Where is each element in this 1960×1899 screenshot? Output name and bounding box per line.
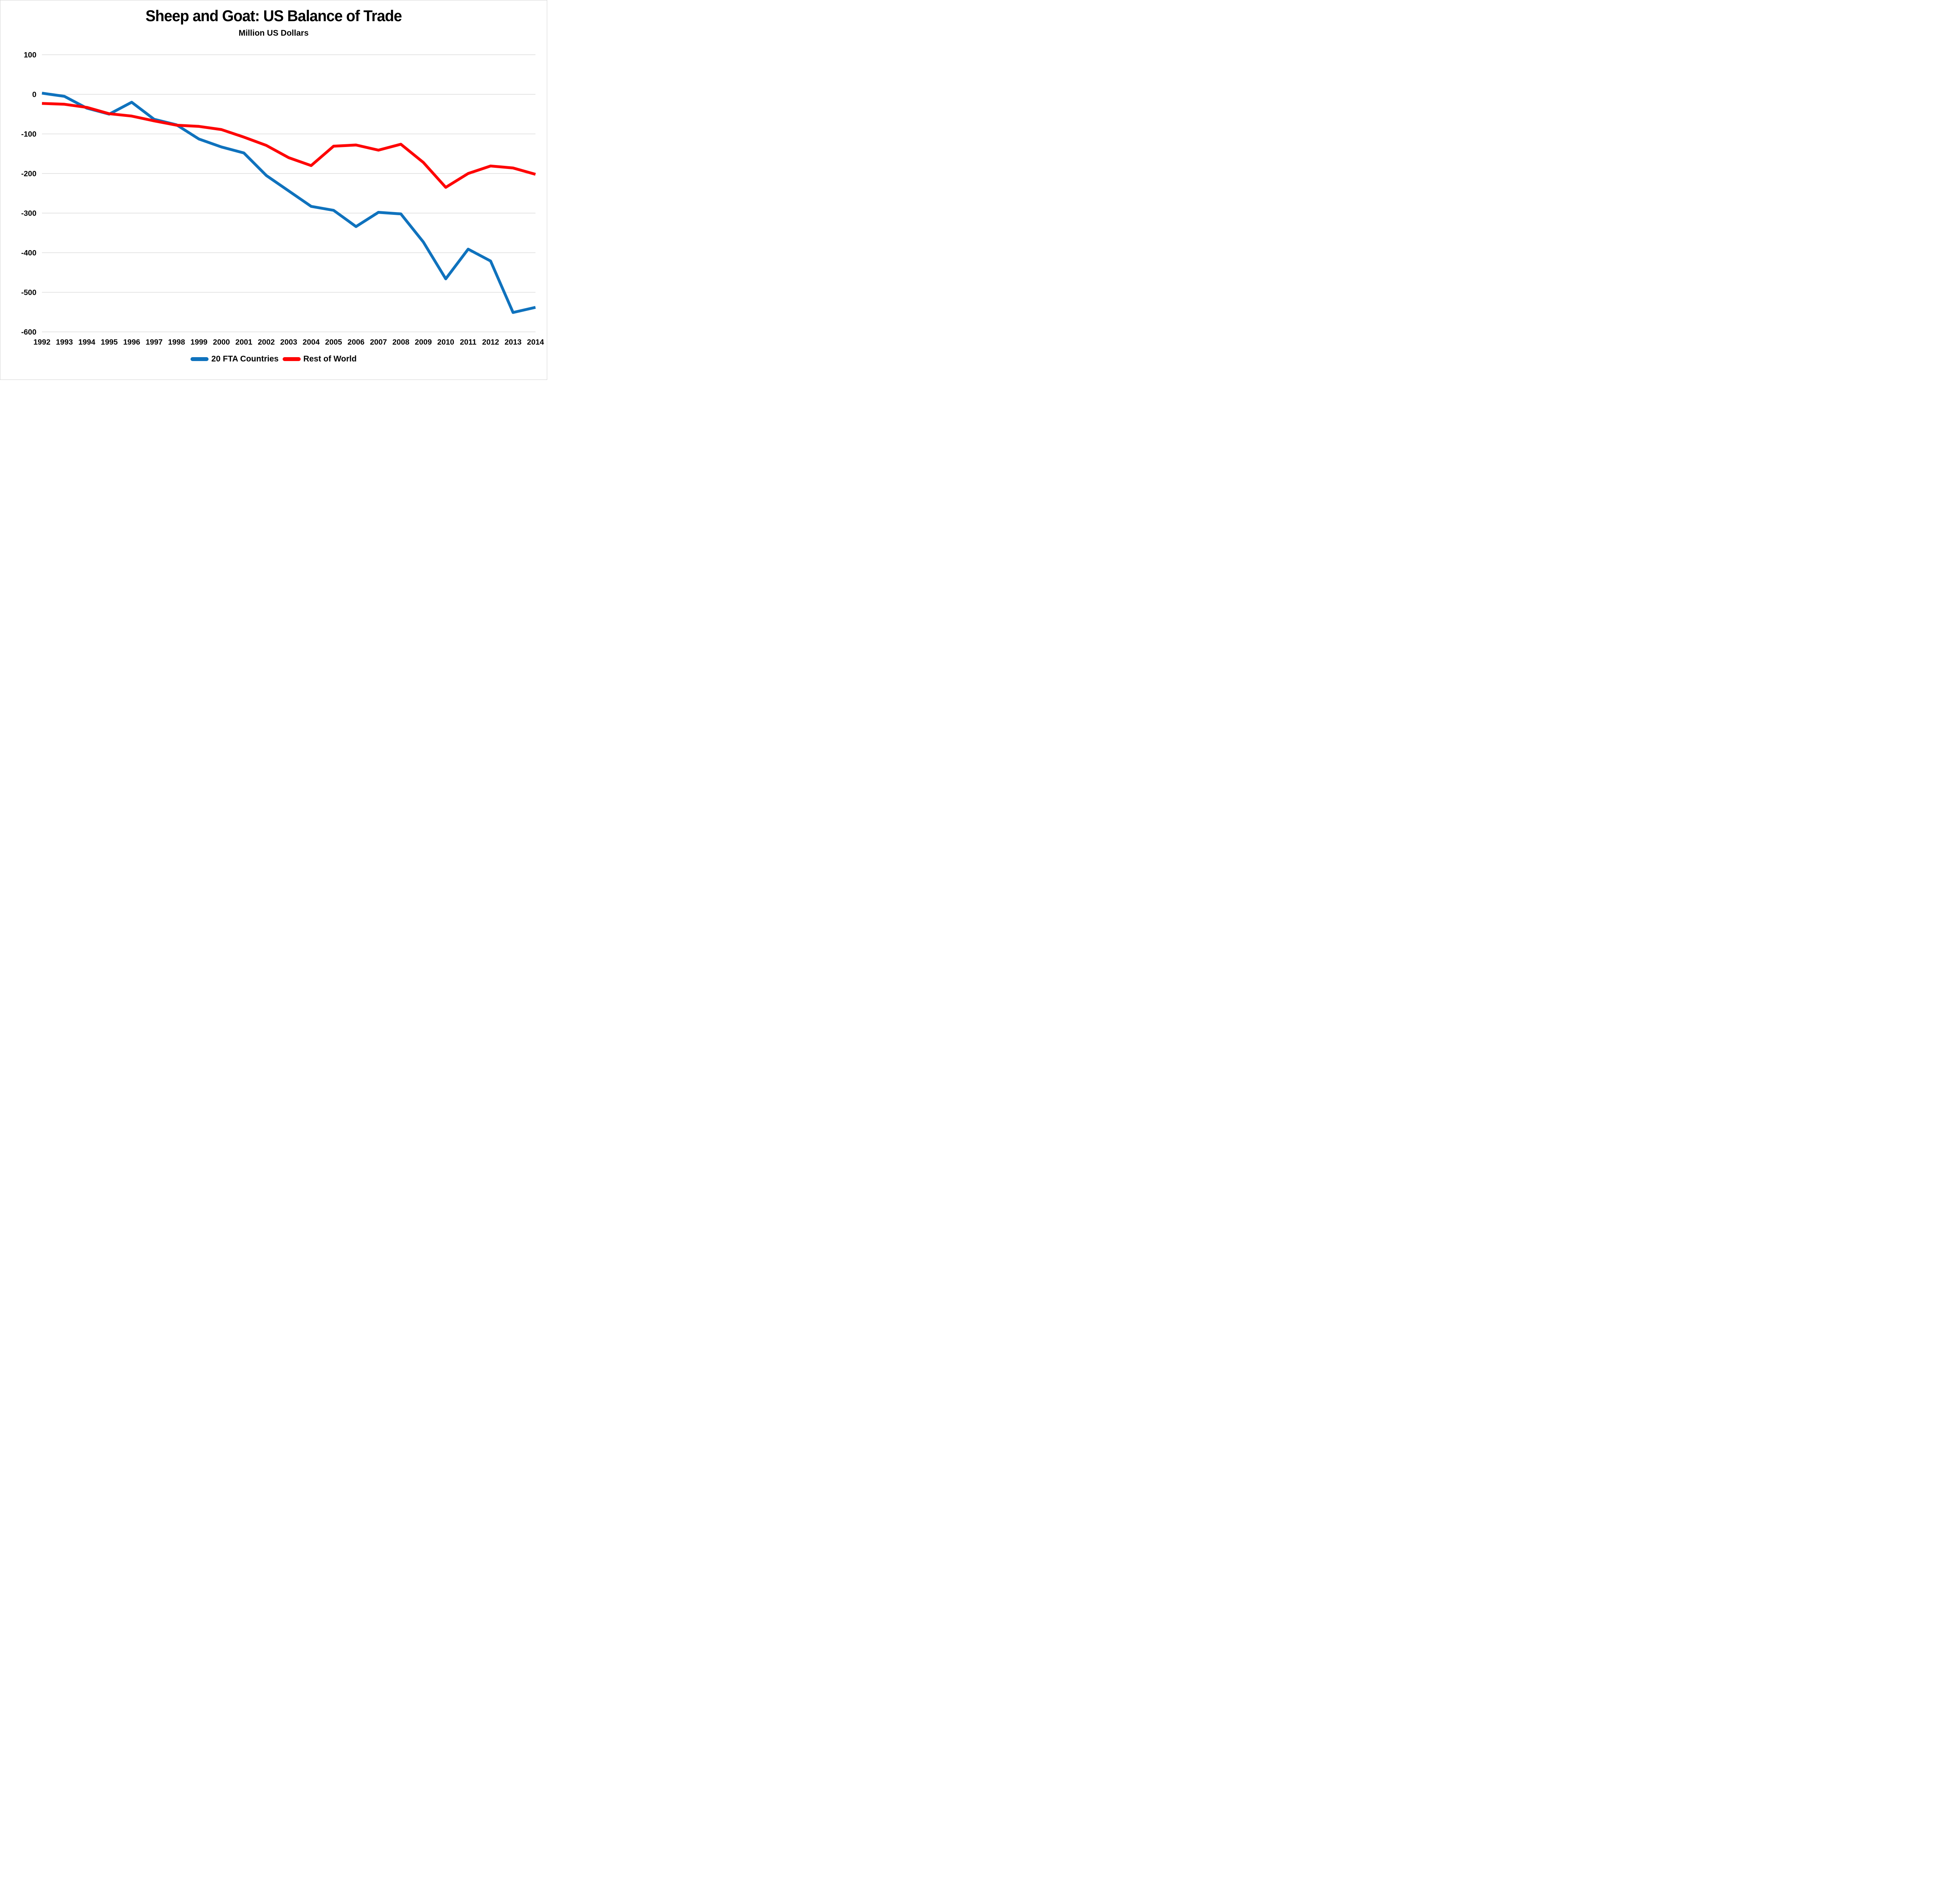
x-tick-label-1992: 1992 bbox=[33, 338, 51, 347]
y-tick-label--100: -100 bbox=[21, 130, 36, 139]
y-tick-label--200: -200 bbox=[21, 170, 36, 178]
x-tick-label-2004: 2004 bbox=[303, 338, 320, 347]
x-tick-label-2013: 2013 bbox=[505, 338, 522, 347]
x-tick-label-2014: 2014 bbox=[527, 338, 544, 347]
y-tick-label--500: -500 bbox=[21, 289, 36, 297]
legend-item-20-fta-countries: 20 FTA Countries bbox=[191, 354, 279, 364]
legend-label-rest-of-world: Rest of World bbox=[303, 354, 357, 363]
x-tick-label-2003: 2003 bbox=[280, 338, 298, 347]
x-tick-label-1997: 1997 bbox=[145, 338, 162, 347]
x-tick-label-2000: 2000 bbox=[213, 338, 230, 347]
series-line-20-fta-countries bbox=[42, 92, 536, 314]
x-tick-label-2010: 2010 bbox=[437, 338, 454, 347]
y-tick-label--300: -300 bbox=[21, 209, 36, 218]
x-tick-label-2002: 2002 bbox=[258, 338, 275, 347]
x-tick-label-2006: 2006 bbox=[347, 338, 365, 347]
x-tick-label-2005: 2005 bbox=[325, 338, 342, 347]
legend-swatch-20-fta-countries bbox=[191, 357, 209, 361]
chart-subtitle: Million US Dollars bbox=[238, 29, 309, 38]
x-tick-label-2001: 2001 bbox=[235, 338, 252, 347]
x-tick-label-2011: 2011 bbox=[460, 338, 476, 347]
chart-title: Sheep and Goat: US Balance of Trade bbox=[145, 7, 402, 25]
chart-page: Sheep and Goat: US Balance of Trade Mill… bbox=[0, 0, 547, 380]
y-tick-label-0: 0 bbox=[32, 91, 36, 99]
legend-label-20-fta-countries: 20 FTA Countries bbox=[211, 354, 279, 363]
y-tick-label-100: 100 bbox=[24, 51, 36, 60]
legend-swatch-rest-of-world bbox=[282, 357, 301, 361]
x-tick-label-1995: 1995 bbox=[101, 338, 118, 347]
x-tick-label-1994: 1994 bbox=[78, 338, 96, 347]
x-tick-label-2009: 2009 bbox=[415, 338, 432, 347]
y-tick-label--600: -600 bbox=[21, 328, 36, 337]
y-tick-label--400: -400 bbox=[21, 249, 36, 258]
x-tick-label-1993: 1993 bbox=[56, 338, 73, 347]
legend: 20 FTA Countries Rest of World bbox=[0, 354, 547, 364]
x-tick-label-1999: 1999 bbox=[191, 338, 208, 347]
x-tick-label-1998: 1998 bbox=[168, 338, 185, 347]
legend-item-rest-of-world: Rest of World bbox=[282, 354, 357, 364]
x-tick-label-2008: 2008 bbox=[392, 338, 410, 347]
x-tick-label-2012: 2012 bbox=[482, 338, 499, 347]
series-line-rest-of-world bbox=[42, 102, 536, 189]
x-tick-label-2007: 2007 bbox=[370, 338, 387, 347]
x-tick-label-1996: 1996 bbox=[123, 338, 140, 347]
